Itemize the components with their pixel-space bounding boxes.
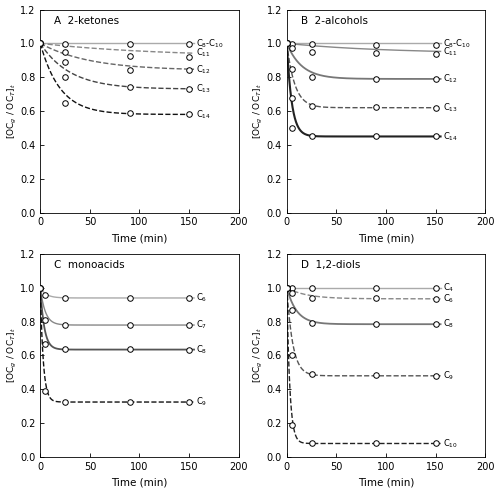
- Text: C$_{11}$: C$_{11}$: [196, 47, 211, 60]
- Text: C$_{14}$: C$_{14}$: [196, 108, 211, 121]
- Text: A  2-ketones: A 2-ketones: [54, 16, 120, 26]
- Text: C$_{10}$: C$_{10}$: [442, 437, 458, 450]
- Text: C$_8$-C$_{10}$: C$_8$-C$_{10}$: [196, 37, 224, 50]
- Text: C$_8$: C$_8$: [196, 343, 207, 356]
- X-axis label: Time (min): Time (min): [358, 233, 414, 243]
- Text: D  1,2-diols: D 1,2-diols: [300, 260, 360, 270]
- Text: C$_{12}$: C$_{12}$: [196, 63, 211, 75]
- Text: C$_{11}$: C$_{11}$: [442, 45, 458, 58]
- Text: C$_{13}$: C$_{13}$: [442, 102, 458, 114]
- X-axis label: Time (min): Time (min): [112, 477, 168, 488]
- Text: C$_{14}$: C$_{14}$: [442, 130, 458, 142]
- X-axis label: Time (min): Time (min): [112, 233, 168, 243]
- Y-axis label: [OC$_g$ / OC$_T$]$_t$: [OC$_g$ / OC$_T$]$_t$: [6, 327, 18, 384]
- Text: C$_9$: C$_9$: [196, 396, 207, 408]
- Text: C$_{12}$: C$_{12}$: [442, 72, 458, 85]
- Text: C  monoacids: C monoacids: [54, 260, 125, 270]
- Y-axis label: [OC$_g$ / OC$_T$]$_t$: [OC$_g$ / OC$_T$]$_t$: [252, 83, 265, 139]
- Text: C$_8$-C$_{10}$: C$_8$-C$_{10}$: [442, 37, 470, 50]
- Text: C$_4$: C$_4$: [442, 282, 454, 294]
- Y-axis label: [OC$_g$ / OC$_T$]$_t$: [OC$_g$ / OC$_T$]$_t$: [252, 327, 265, 384]
- Text: B  2-alcohols: B 2-alcohols: [300, 16, 368, 26]
- Text: C$_9$: C$_9$: [442, 370, 454, 382]
- Text: C$_{13}$: C$_{13}$: [196, 82, 211, 95]
- X-axis label: Time (min): Time (min): [358, 477, 414, 488]
- Y-axis label: [OC$_g$ / OC$_T$]$_t$: [OC$_g$ / OC$_T$]$_t$: [6, 83, 18, 139]
- Text: C$_6$: C$_6$: [196, 292, 207, 304]
- Text: C$_7$: C$_7$: [196, 319, 207, 331]
- Text: C$_6$: C$_6$: [442, 292, 454, 305]
- Text: C$_8$: C$_8$: [442, 318, 454, 330]
